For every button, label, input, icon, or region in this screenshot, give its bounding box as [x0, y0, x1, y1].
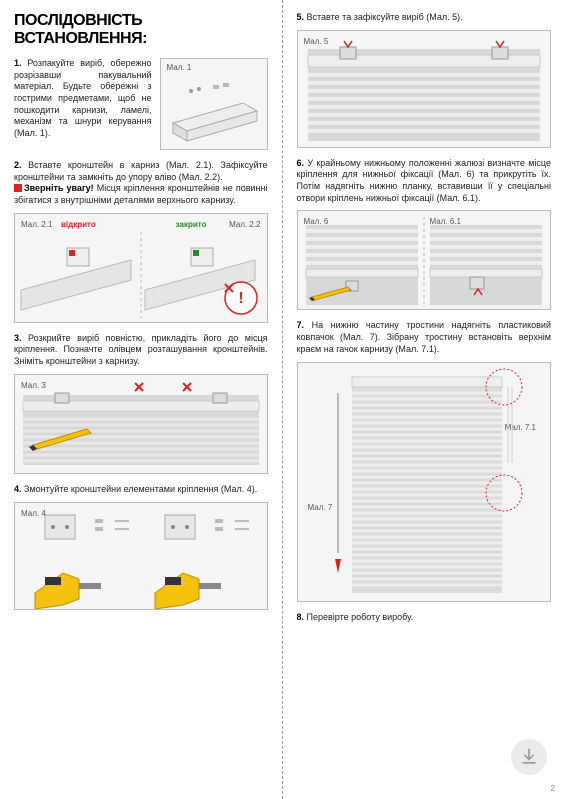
- figure-6: Мал. 6 Мал. 6.1: [297, 210, 552, 310]
- step-5-text: 5. Вставте та зафіксуйте виріб (Мал. 5).: [297, 12, 552, 24]
- figure-1: Мал. 1: [160, 58, 268, 150]
- figure-7: Мал. 7 Мал. 7.1: [297, 362, 552, 602]
- right-column: 5. Вставте та зафіксуйте виріб (Мал. 5).…: [283, 0, 565, 799]
- page-number: 2: [551, 784, 555, 793]
- figure-6-illustration: [298, 211, 550, 310]
- step-7-text: 7. На нижню частину тростини надягніть п…: [297, 320, 552, 355]
- step-1: 1. Розпакуйте виріб, обережно розрізавши…: [14, 58, 268, 150]
- figure-5-illustration: [298, 31, 550, 148]
- step-6-text: 6. У крайньому нижньому положенні жалюзі…: [297, 158, 552, 205]
- figure-4-illustration: [15, 503, 267, 610]
- left-column: ПОСЛІДОВНІСТЬ ВСТАНОВЛЕННЯ: 1. Розпакуйт…: [0, 0, 283, 799]
- download-badge[interactable]: [511, 739, 547, 775]
- figure-1-illustration: [161, 59, 268, 150]
- step-2-warning: Зверніть увагу! Місця кріплення кронштей…: [14, 183, 268, 206]
- step-5: 5. Вставте та зафіксуйте виріб (Мал. 5).…: [297, 12, 552, 148]
- figure-7-illustration: [298, 363, 550, 602]
- page-title: ПОСЛІДОВНІСТЬ ВСТАНОВЛЕННЯ:: [14, 12, 268, 48]
- figure-2: Мал. 2.1 відкрито закрито Мал. 2.2: [14, 213, 268, 323]
- warning-icon: [14, 184, 22, 192]
- step-8: 8. Перевірте роботу виробу.: [297, 612, 552, 624]
- svg-text:!: !: [238, 290, 243, 307]
- step-6: 6. У крайньому нижньому положенні жалюзі…: [297, 158, 552, 311]
- step-4-text: 4. Змонтуйте кронштейни елементами кріпл…: [14, 484, 268, 496]
- figure-5: Мал. 5: [297, 30, 552, 148]
- figure-3-illustration: [15, 375, 267, 474]
- step-3: 3. Розкрийте виріб повністю, прикладіть …: [14, 333, 268, 474]
- step-7: 7. На нижню частину тростини надягніть п…: [297, 320, 552, 601]
- download-icon: [519, 747, 539, 767]
- step-8-text: 8. Перевірте роботу виробу.: [297, 612, 552, 624]
- figure-4: Мал. 4: [14, 502, 268, 610]
- figure-3: Мал. 3: [14, 374, 268, 474]
- step-3-text: 3. Розкрийте виріб повністю, прикладіть …: [14, 333, 268, 368]
- step-2: 2. Вставте кронштейн в карниз (Мал. 2.1)…: [14, 160, 268, 323]
- step-4: 4. Змонтуйте кронштейни елементами кріпл…: [14, 484, 268, 610]
- step-2-text: 2. Вставте кронштейн в карниз (Мал. 2.1)…: [14, 160, 268, 183]
- figure-2-illustration: !: [15, 214, 267, 323]
- step-1-text: 1. Розпакуйте виріб, обережно розрізавши…: [14, 58, 152, 140]
